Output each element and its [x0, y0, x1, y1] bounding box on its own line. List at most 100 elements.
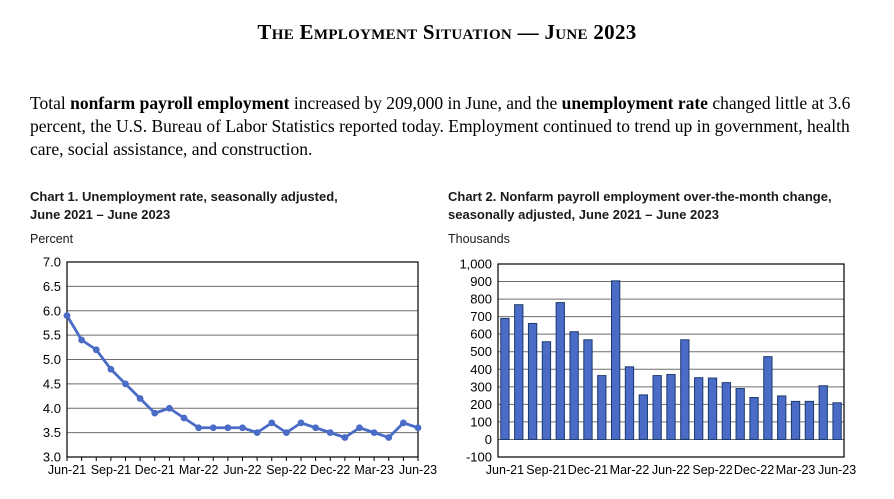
data-point-marker	[151, 409, 159, 417]
y-axis-label: 900	[470, 274, 492, 289]
y-axis-label: 0	[485, 432, 492, 447]
bar	[555, 302, 565, 440]
bar	[707, 377, 718, 440]
y-axis-label: 200	[470, 397, 492, 412]
y-axis-label: 3.0	[43, 450, 61, 465]
bar	[694, 377, 704, 440]
data-point-marker	[253, 429, 261, 437]
bar	[763, 356, 773, 440]
chart2-title-line1: Chart 2. Nonfarm payroll employment over…	[448, 189, 832, 204]
x-axis-label: Sep-22	[266, 463, 306, 477]
x-axis-label: Mar-23	[354, 463, 394, 477]
data-point-marker	[399, 419, 407, 427]
y-axis-label: 500	[470, 344, 492, 359]
data-point-marker	[209, 424, 217, 432]
chart2-title: Chart 2. Nonfarm payroll employment over…	[448, 188, 894, 224]
data-point-marker	[356, 424, 363, 432]
bar	[527, 322, 538, 440]
data-point-marker	[282, 429, 290, 437]
y-axis-label: 4.0	[43, 401, 61, 416]
bar	[749, 397, 759, 440]
x-axis-label: Jun-21	[486, 463, 524, 477]
data-point-marker	[165, 404, 173, 412]
bar	[541, 341, 552, 440]
bar	[652, 375, 662, 440]
data-point-marker	[268, 419, 276, 427]
bar	[500, 317, 510, 440]
bar	[818, 385, 828, 440]
chart2-title-line2: seasonally adjusted, June 2021 – June 20…	[448, 207, 719, 222]
x-axis-label: Dec-22	[310, 463, 350, 477]
bar	[514, 304, 524, 440]
data-point-marker	[385, 434, 393, 441]
intro-paragraph: Total nonfarm payroll employment increas…	[30, 92, 868, 161]
x-axis-label: Dec-21	[568, 463, 608, 477]
x-axis-label: Jun-23	[399, 463, 437, 477]
data-point-marker	[63, 312, 71, 320]
y-axis-label: 700	[470, 309, 492, 324]
data-point-marker	[107, 365, 115, 373]
x-axis-label: Sep-21	[91, 463, 131, 477]
bar	[735, 388, 745, 440]
y-axis-label: 1,000	[459, 257, 492, 272]
chart1-title: Chart 1. Unemployment rate, seasonally a…	[30, 188, 445, 224]
bar	[804, 400, 815, 440]
data-point-marker	[326, 429, 334, 437]
chart1-title-line2: June 2021 – June 2023	[30, 207, 171, 222]
y-axis-label: 6.5	[43, 279, 61, 294]
bar-chart-svg: 1,0009008007006005004003002001000-100Jun…	[459, 257, 856, 478]
data-point-marker	[312, 424, 320, 432]
bar	[832, 402, 842, 440]
page-title: The Employment Situation — June 2023	[257, 20, 637, 44]
data-point-marker	[180, 414, 188, 422]
line-series	[65, 314, 419, 439]
x-axis-label: Jun-21	[48, 463, 86, 477]
y-axis-label: 5.0	[43, 352, 61, 367]
y-axis-label: 3.5	[43, 425, 61, 440]
x-axis-label: Sep-22	[692, 463, 732, 477]
x-axis-label: Dec-21	[135, 463, 175, 477]
y-axis-label: 800	[470, 292, 492, 307]
bar	[777, 395, 787, 440]
payroll-change-bar-chart: 1,000 900 800 700 600 500 400 300 200 100 0 -100 Jun…	[448, 252, 894, 495]
y-axis-label: 7.0	[43, 255, 61, 270]
chart1-section: Chart 1. Unemployment rate, seasonally a…	[30, 188, 445, 495]
y-axis-label: 400	[470, 362, 492, 377]
bar	[666, 374, 676, 440]
bar	[790, 400, 801, 440]
y-axis-label: 300	[470, 379, 492, 394]
bar	[624, 366, 635, 440]
intro-text: Total	[30, 93, 71, 113]
y-axis-label: 6.0	[43, 303, 61, 318]
x-axis-label: Dec-22	[734, 463, 774, 477]
x-axis-label: Jun-22	[223, 463, 261, 477]
bar	[638, 394, 648, 440]
data-point-marker	[239, 424, 246, 432]
intro-bold-term: nonfarm payroll employment	[70, 93, 290, 113]
y-axis-label: 100	[470, 414, 492, 429]
data-point-marker	[136, 395, 144, 402]
chart1-unit-label: Percent	[30, 232, 74, 246]
bar	[610, 280, 621, 440]
data-point-marker	[224, 424, 232, 432]
y-axis-label: 5.5	[43, 328, 61, 343]
bar	[597, 375, 607, 440]
plot-frame	[497, 263, 845, 458]
intro-text: changed little at 3.6 percent, the U.S. …	[30, 93, 851, 159]
data-point-marker	[370, 429, 378, 437]
data-point-marker	[92, 346, 100, 354]
data-point-marker	[78, 336, 86, 344]
bar	[680, 339, 690, 440]
chart1-title-line1: Chart 1. Unemployment rate, seasonally a…	[30, 189, 338, 204]
data-point-marker	[122, 380, 129, 388]
x-axis-label: Jun-22	[652, 463, 690, 477]
data-point-marker	[195, 424, 203, 432]
x-axis-label: Jun-23	[818, 463, 856, 477]
bar	[583, 339, 593, 440]
chart2-section: Chart 2. Nonfarm payroll employment over…	[448, 188, 894, 495]
y-axis-label: 600	[470, 327, 492, 342]
data-point-marker	[414, 424, 422, 432]
y-axis-label: -100	[466, 450, 492, 465]
